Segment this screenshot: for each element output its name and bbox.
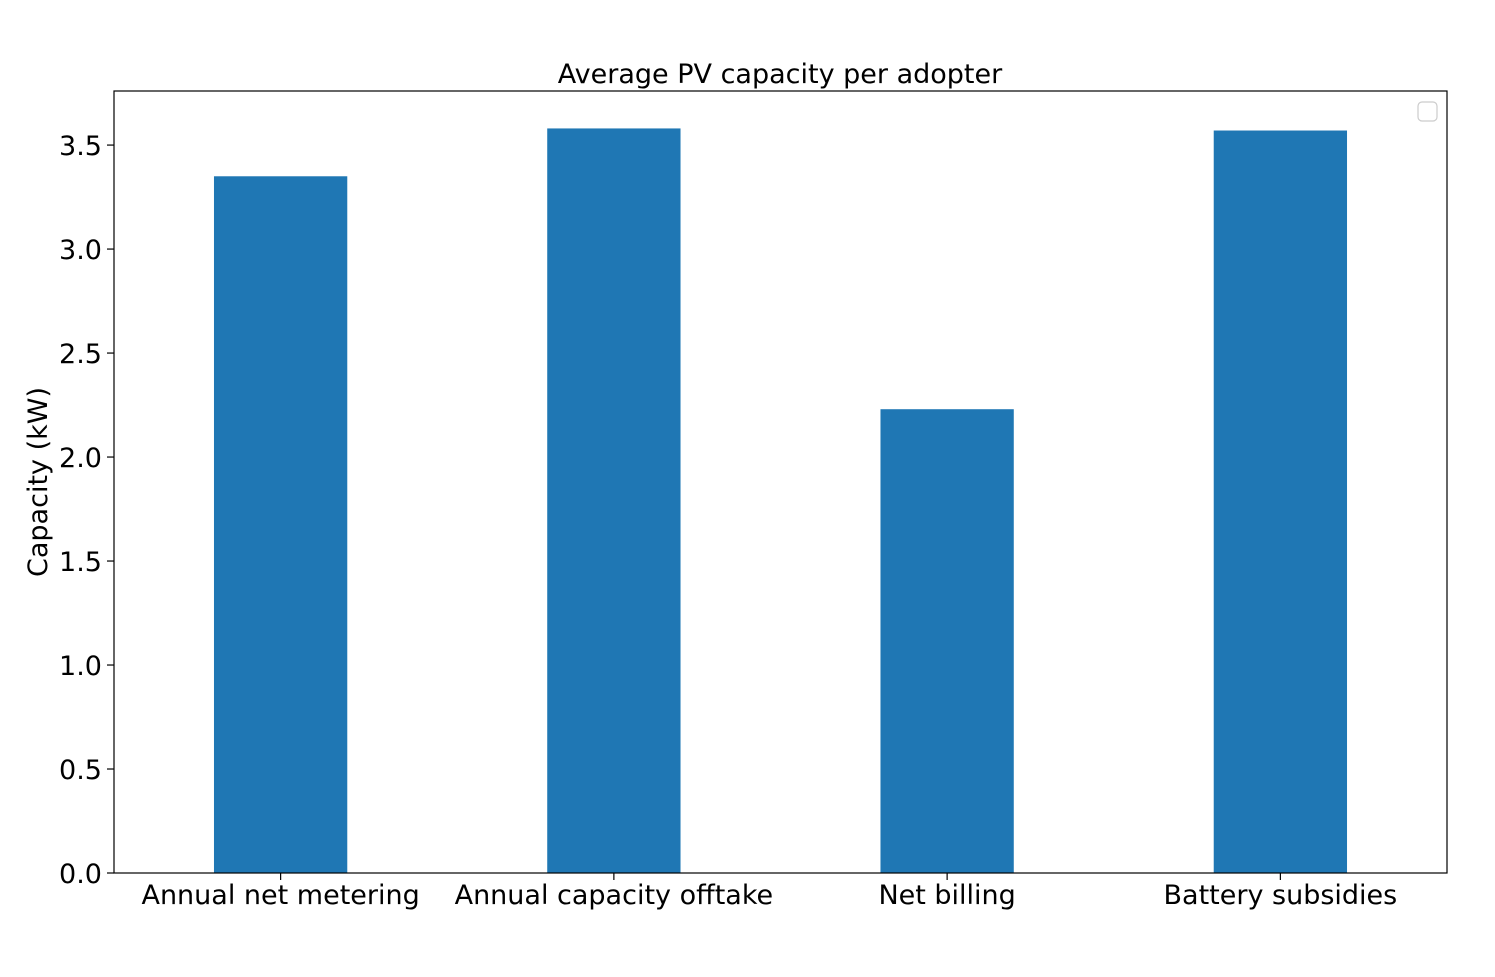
bars-group [213, 128, 1348, 874]
y-tick-label: 1.0 [59, 651, 102, 682]
y-tick-label: 3.0 [59, 235, 102, 266]
x-axis: Annual net metering Annual capacity offta… [141, 873, 1397, 911]
bar-annual-net-metering [213, 176, 348, 874]
x-tick-label-battery-subsidies: Battery subsidies [1164, 880, 1398, 911]
y-axis: 0.0 0.5 1.0 1.5 2.0 2.5 3.0 3.5 [59, 131, 114, 890]
chart-title: Average PV capacity per adopter [558, 59, 1003, 90]
y-tick-label: 0.5 [59, 755, 102, 786]
y-tick-label: 1.5 [59, 547, 102, 578]
y-axis-label: Capacity (kW) [23, 387, 54, 577]
bar-annual-capacity-offtake [547, 128, 681, 874]
bar-net-billing [880, 409, 1014, 873]
x-tick-label-annual-net-metering: Annual net metering [141, 880, 419, 911]
bar-battery-subsidies [1213, 130, 1348, 873]
y-tick-label: 2.5 [59, 339, 102, 370]
x-tick-label-net-billing: Net billing [878, 880, 1015, 911]
legend-box [1417, 101, 1438, 122]
y-tick-label: 2.0 [59, 443, 102, 474]
y-tick-label: 3.5 [59, 131, 102, 162]
x-tick-label-annual-capacity-offtake: Annual capacity offtake [455, 880, 774, 911]
y-tick-label: 0.0 [59, 859, 102, 890]
plot-frame [113, 90, 1448, 874]
